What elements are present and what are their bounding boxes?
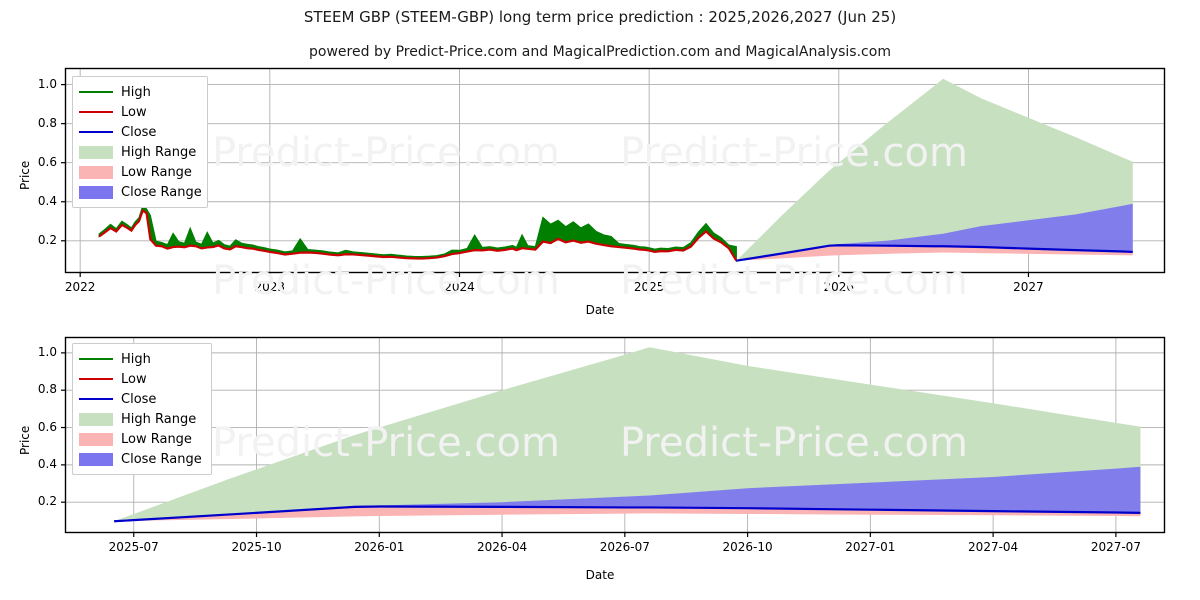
chart-bottom-canvas (61, 336, 1166, 537)
x-tick-label: 2027-07 (1090, 540, 1141, 554)
y-tick-label: 0.6 (37, 154, 57, 169)
chart-bottom-legend-item[interactable]: Low (79, 369, 203, 389)
history-high-low-area (98, 204, 737, 263)
legend-item-label: Low (121, 104, 147, 120)
legend-swatch-icon (79, 358, 113, 360)
chart-bottom-legend-item[interactable]: Close (79, 389, 203, 409)
x-tick-label: 2027 (1013, 280, 1044, 294)
legend-swatch-icon (79, 165, 113, 179)
chart-top-xlabel: Date (585, 303, 615, 317)
y-tick-label: 0.8 (37, 115, 57, 130)
chart-bottom-legend-item[interactable]: Close Range (79, 449, 203, 469)
chart-top-legend-item[interactable]: Low (79, 102, 199, 122)
legend-item-label: Low Range (121, 431, 192, 447)
legend-item-label: Close (121, 124, 157, 140)
legend-item-label: Close Range (121, 451, 202, 467)
legend-swatch-icon (79, 185, 113, 199)
chart-bottom (61, 336, 1166, 537)
legend-swatch-icon (79, 432, 113, 446)
legend-item-label: High Range (121, 144, 197, 160)
chart-top-legend-item[interactable]: Low Range (79, 162, 199, 182)
legend-swatch-icon (79, 91, 113, 93)
page-subtitle: powered by Predict-Price.com and Magical… (309, 44, 891, 60)
high-range-band (736, 78, 1133, 261)
x-tick-label: 2022 (64, 280, 96, 294)
legend-swatch-icon (79, 145, 113, 159)
x-tick-label: 2025-07 (108, 540, 159, 554)
x-tick-label: 2024 (444, 280, 475, 294)
x-tick-label: 2025 (633, 280, 665, 294)
legend-swatch-icon (79, 111, 113, 113)
legend-swatch-icon (79, 398, 113, 400)
chart-bottom-legend: High Low Close High Range Low Range Close Ran… (72, 343, 212, 475)
x-tick-label: 2025-10 (231, 540, 282, 554)
y-tick-label: 1.0 (37, 344, 57, 359)
page-title: STEEM GBP (STEEM-GBP) long term price pr… (303, 8, 897, 26)
history-low-line (98, 208, 738, 262)
close-range-band (736, 203, 1133, 261)
legend-swatch-icon (79, 452, 113, 466)
legend-item-label: Low Range (121, 164, 192, 180)
close-range-band (114, 466, 1141, 522)
chart-top-canvas (61, 67, 1166, 277)
high-range-band (114, 347, 1141, 522)
close-forecast-line (736, 244, 1133, 262)
chart-top-legend-item[interactable]: Close (79, 122, 199, 142)
axes-frame (64, 336, 1166, 534)
x-tick-label: 2026-07 (599, 540, 650, 554)
y-tick-label: 1.0 (37, 76, 57, 91)
legend-item-label: Low (121, 371, 147, 387)
y-tick-label: 0.2 (37, 494, 57, 509)
x-tick-label: 2026-01 (354, 540, 405, 554)
chart-top-legend-item[interactable]: Close Range (79, 182, 202, 202)
x-tick-label: 2027-04 (968, 540, 1019, 554)
x-tick-label: 2026-10 (722, 540, 773, 554)
legend-item-label: High (121, 84, 151, 100)
chart-bottom-xlabel: Date (585, 568, 615, 582)
chart-top (61, 67, 1166, 277)
y-tick-label: 0.8 (37, 382, 57, 397)
legend-item-label: High (121, 351, 151, 367)
chart-bottom-legend-item[interactable]: High Range (79, 409, 203, 429)
y-tick-label: 0.4 (37, 456, 57, 471)
legend-swatch-icon (79, 131, 113, 133)
chart-top-legend-item[interactable]: High Range (79, 142, 199, 162)
legend-item-label: Close Range (121, 184, 202, 200)
legend-item-label: Close (121, 391, 157, 407)
y-tick-label: 0.2 (37, 232, 57, 247)
chart-bottom-legend-item[interactable]: High (79, 349, 203, 369)
x-tick-label: 2023 (254, 280, 286, 294)
axes-frame (64, 67, 1166, 274)
chart-top-legend-item[interactable]: High (79, 82, 199, 102)
close-forecast-line (114, 505, 1141, 523)
x-tick-label: 2026 (823, 280, 855, 294)
chart-bottom-legend-item[interactable]: Low Range (79, 429, 203, 449)
legend-swatch-icon (79, 378, 113, 380)
legend-swatch-icon (79, 412, 113, 426)
y-tick-label: 0.4 (37, 193, 57, 208)
y-tick-label: 0.6 (37, 419, 57, 434)
x-tick-label: 2026-04 (476, 540, 528, 554)
legend-item-label: High Range (121, 411, 197, 427)
x-tick-label: 2027-01 (845, 540, 896, 554)
chart-top-legend: High Low Close High Range Low Range Close Ran… (72, 76, 208, 208)
